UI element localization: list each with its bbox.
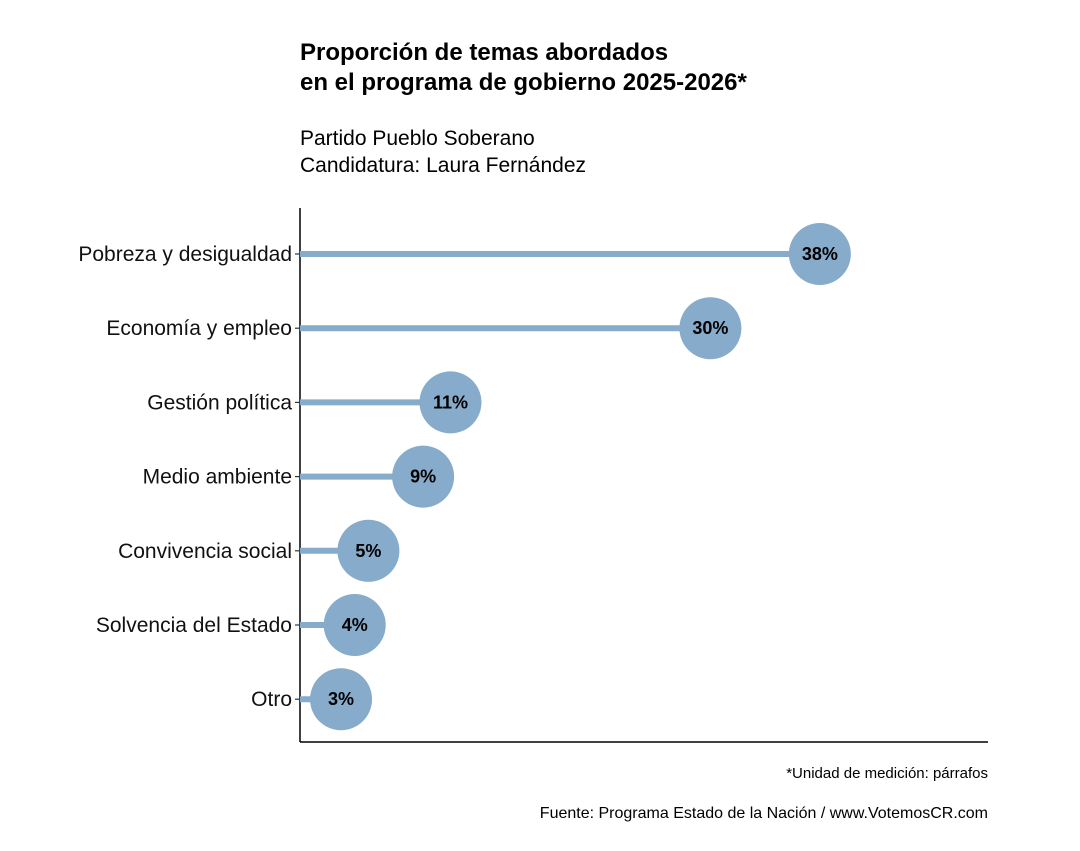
data-label: 38% (802, 244, 838, 264)
chart-title-line-1: Proporción de temas abordados (300, 39, 669, 66)
source-note: Fuente: Programa Estado de la Nación / w… (539, 805, 988, 822)
data-label: 5% (355, 541, 381, 561)
y-tick-label: Pobreza y desigualdad (78, 243, 292, 266)
data-label: 9% (410, 467, 436, 487)
measurement-note: *Unidad de medición: párrafos (786, 765, 988, 782)
chart-subtitle: Partido Pueblo Soberano Candidatura: Lau… (300, 125, 586, 179)
chart-subtitle-candidate: Candidatura: Laura Fernández (300, 154, 587, 177)
lollipop-dot (392, 445, 455, 508)
lollipop-dot (419, 371, 482, 434)
lollipop-dot (310, 668, 373, 731)
chart-subtitle-party: Partido Pueblo Soberano (300, 127, 535, 150)
data-label: 3% (328, 689, 354, 709)
data-label: 4% (342, 615, 368, 635)
y-tick-label: Medio ambiente (143, 466, 292, 489)
lollipop-dot (679, 297, 742, 360)
y-tick-label: Convivencia social (118, 540, 292, 563)
lollipop-dot (323, 594, 386, 656)
data-label: 11% (433, 392, 468, 412)
y-tick-label: Solvencia del Estado (96, 614, 292, 637)
lollipop-dot (337, 519, 400, 582)
lollipop-dot (788, 223, 851, 285)
chart-title: Proporción de temas abordados en el prog… (300, 38, 747, 98)
data-label: 30% (692, 318, 728, 338)
y-tick-label: Economía y empleo (106, 317, 292, 340)
y-tick-label: Gestión política (147, 391, 292, 414)
chart-title-line-2: en el programa de gobierno 2025-2026* (300, 69, 747, 96)
y-tick-label: Otro (251, 688, 292, 711)
